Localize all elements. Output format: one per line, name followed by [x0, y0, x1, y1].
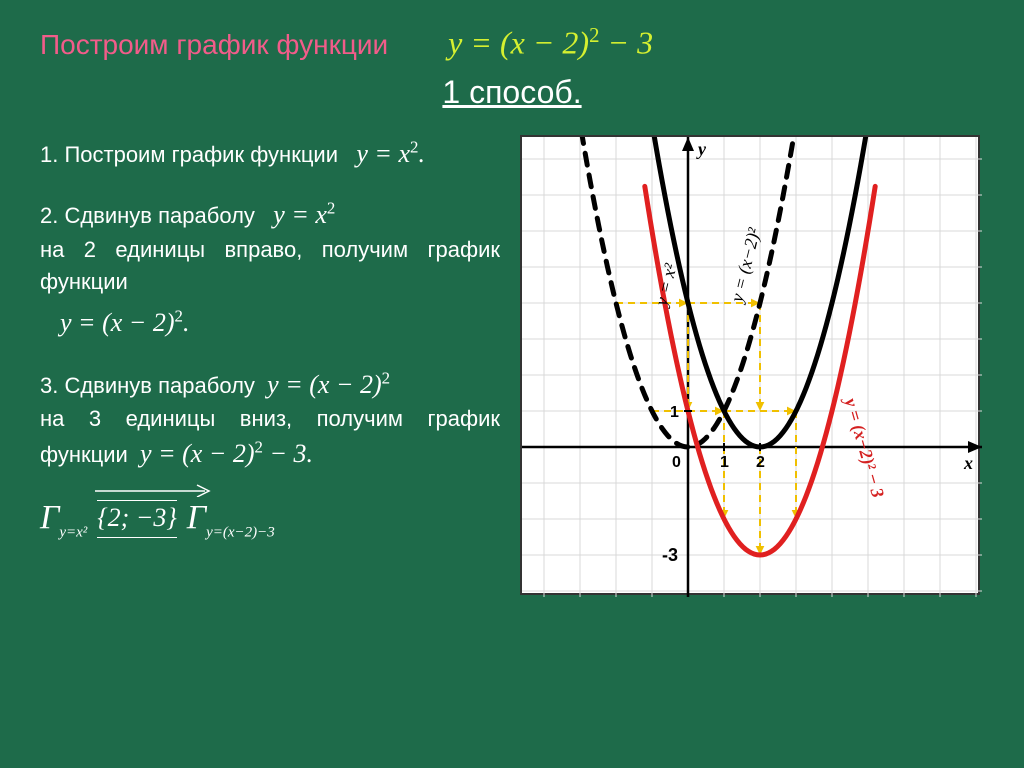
svg-text:y: y — [696, 139, 707, 159]
method-heading: 1 способ. — [40, 74, 984, 111]
gamma-to: Γy=(x−2)−3 — [187, 499, 275, 538]
steps-column: 1. Построим график функции y = x2. 2. Сд… — [40, 135, 500, 595]
svg-text:-3: -3 — [662, 545, 678, 565]
svg-text:0: 0 — [672, 454, 681, 471]
header: Построим график функции y = (x − 2)2 − 3 — [40, 24, 984, 62]
chart: yx0121-3y = x²y = (x−2)²y = (x−2)² − 3 — [520, 135, 980, 595]
step2-text-b: на 2 единицы вправо, получим график функ… — [40, 237, 500, 294]
content: 1. Построим график функции y = x2. 2. Сд… — [40, 135, 984, 595]
chart-column: yx0121-3y = x²y = (x−2)²y = (x−2)² − 3 — [520, 135, 980, 595]
step3-formula-2: y = (x − 2)2 − 3. — [140, 439, 313, 468]
chart-svg: yx0121-3y = x²y = (x−2)²y = (x−2)² − 3 — [522, 137, 982, 597]
svg-text:1: 1 — [670, 404, 679, 421]
transformation-notation: Γy=x² {2; −3} Γy=(x−2)−3 — [40, 497, 500, 538]
slide-title: Построим график функции — [40, 29, 388, 61]
step-1: 1. Построим график функции y = x2. — [40, 135, 500, 173]
svg-text:x: x — [963, 453, 973, 473]
slide: Построим график функции y = (x − 2)2 − 3… — [0, 0, 1024, 768]
svg-text:2: 2 — [756, 454, 765, 471]
step3-formula-1: y = (x − 2)2 — [267, 370, 390, 399]
step-3: 3. Сдвинув параболу y = (x − 2)2 на 3 ед… — [40, 366, 500, 473]
step2-formula-2: y = (x − 2)2. — [60, 304, 500, 342]
step3-text-a: 3. Сдвинув параболу — [40, 373, 255, 398]
main-formula: y = (x − 2)2 − 3 — [448, 24, 653, 62]
vector-group: {2; −3} — [93, 497, 181, 538]
step1-formula: y = x2. — [356, 139, 425, 168]
step-2: 2. Сдвинув параболу y = x2 на 2 единицы … — [40, 196, 500, 341]
gamma-from: Γy=x² — [40, 499, 87, 538]
step2-formula-1: y = x2 — [273, 200, 335, 229]
arrow-icon — [93, 479, 213, 497]
step2-text-a: 2. Сдвинув параболу — [40, 203, 255, 228]
svg-text:1: 1 — [720, 454, 729, 471]
step1-text: 1. Построим график функции — [40, 142, 338, 167]
svg-text:y = (x−2)²: y = (x−2)² — [726, 225, 765, 306]
